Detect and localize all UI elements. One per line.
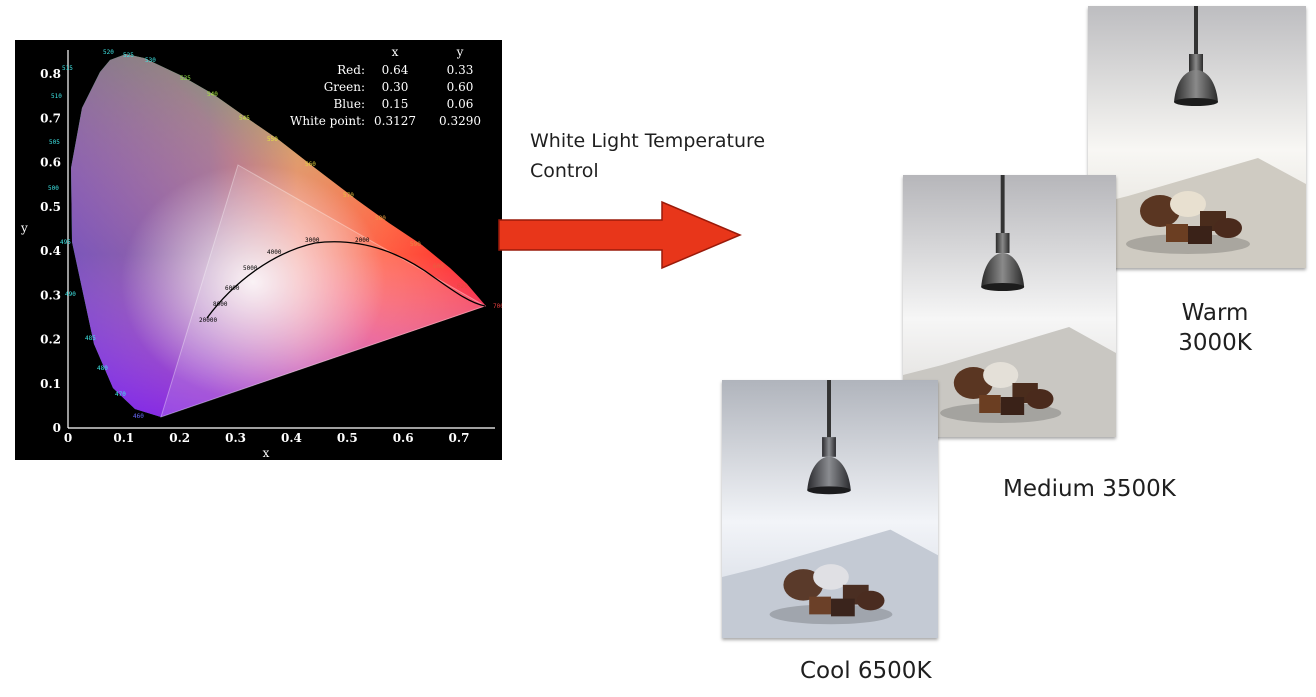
table-row-x: 0.3127 — [374, 114, 416, 128]
right-arrow-icon — [498, 200, 742, 270]
y-tick-label: 0.2 — [40, 333, 61, 347]
svg-text:535: 535 — [180, 75, 191, 82]
svg-text:515: 515 — [62, 65, 73, 72]
table-row-name: White point: — [290, 114, 365, 128]
table-row-name: Green: — [324, 80, 365, 94]
table-row-y: 0.3290 — [439, 114, 481, 128]
svg-text:545: 545 — [239, 115, 250, 122]
warm-label-line-1: Warm — [1181, 300, 1249, 326]
svg-text:8000: 8000 — [213, 301, 228, 308]
svg-text:550: 550 — [267, 136, 278, 143]
svg-text:2000: 2000 — [355, 237, 370, 244]
table-row-x: 0.64 — [382, 63, 409, 77]
svg-text:495: 495 — [60, 239, 71, 246]
table-row-y: 0.33 — [447, 63, 474, 77]
x-axis-label: x — [263, 446, 270, 460]
svg-text:490: 490 — [65, 291, 76, 298]
x-tick-label: 0.2 — [169, 431, 190, 445]
svg-text:700: 700 — [493, 303, 502, 310]
arrow-shape — [498, 200, 742, 270]
photo-medium-3500k — [903, 175, 1116, 437]
table-row-y: 0.06 — [447, 97, 474, 111]
svg-text:470: 470 — [115, 391, 126, 398]
svg-text:480: 480 — [97, 365, 108, 372]
y-tick-label: 0.4 — [40, 244, 61, 258]
planckian-locus — [206, 241, 486, 319]
y-tick-label: 0 — [53, 421, 61, 435]
svg-text:510: 510 — [51, 93, 62, 100]
svg-text:525: 525 — [123, 52, 134, 59]
svg-text:580: 580 — [375, 215, 386, 222]
svg-text:530: 530 — [145, 57, 156, 64]
chocolates — [940, 362, 1062, 423]
table-row-x: 0.30 — [382, 80, 409, 94]
medium-label: Medium 3500K — [1003, 476, 1176, 502]
svg-text:590: 590 — [410, 241, 421, 248]
table-row-x: 0.15 — [382, 97, 409, 111]
table-row-y: 0.60 — [447, 80, 474, 94]
y-tick-label: 0.8 — [40, 67, 61, 81]
cie-chromaticity-diagram: 520 525 530 535 540 545 550 560 570 580 590 60… — [15, 40, 502, 460]
table-row-name: Red: — [337, 63, 365, 77]
y-tick-label: 0.7 — [40, 111, 61, 125]
y-tick-label: 0.3 — [40, 288, 61, 302]
y-axis-ticks: 0 0.1 0.2 0.3 0.4 0.5 0.6 0.7 0.8 — [40, 67, 61, 435]
svg-text:570: 570 — [343, 192, 354, 199]
x-axis-ticks: 0 0.1 0.2 0.3 0.4 0.5 0.6 0.7 — [64, 431, 470, 445]
svg-text:520: 520 — [103, 49, 114, 56]
caption-line-1: White Light Temperature — [530, 130, 766, 152]
photo-cool-6500k — [722, 380, 938, 638]
chocolates — [769, 564, 893, 625]
cool-label: Cool 6500K — [800, 658, 932, 684]
svg-text:485: 485 — [85, 335, 96, 342]
svg-text:3000: 3000 — [305, 237, 320, 244]
table-row-name: Blue: — [333, 97, 365, 111]
primaries-table: x y Red: 0.64 0.33 Green: 0.30 0.60 Blue… — [290, 45, 481, 128]
srgb-triangle — [160, 164, 487, 418]
table-header-x: x — [392, 45, 399, 59]
x-tick-label: 0 — [64, 431, 72, 445]
svg-text:620: 620 — [457, 283, 468, 290]
warm-label-line-2: 3000K — [1178, 330, 1252, 356]
y-tick-label: 0.6 — [40, 156, 61, 170]
svg-text:6000: 6000 — [225, 285, 240, 292]
y-axis-label: y — [20, 221, 28, 235]
svg-text:600: 600 — [433, 263, 444, 270]
y-tick-label: 0.1 — [40, 377, 61, 391]
svg-text:560: 560 — [305, 161, 316, 168]
x-tick-label: 0.1 — [113, 431, 134, 445]
x-tick-label: 0.7 — [449, 431, 470, 445]
svg-text:500: 500 — [48, 185, 59, 192]
x-tick-label: 0.4 — [281, 431, 302, 445]
y-tick-label: 0.5 — [40, 200, 61, 214]
locus-temperature-labels: 3000 2000 4000 5000 6000 8000 20000 — [199, 237, 370, 324]
table-header-y: y — [456, 45, 464, 59]
wavelength-labels: 520 525 530 535 540 545 550 560 570 580 590 60… — [48, 49, 502, 420]
caption-line-2: Control — [530, 160, 599, 182]
photo-warm-3000k — [1088, 6, 1306, 268]
chocolates — [1126, 191, 1250, 254]
white-light-temperature-caption: White Light Temperature Control — [530, 126, 765, 186]
warm-label: Warm 3000K — [1160, 298, 1270, 358]
svg-text:20000: 20000 — [199, 317, 217, 324]
x-tick-label: 0.3 — [225, 431, 246, 445]
x-tick-label: 0.6 — [393, 431, 414, 445]
svg-text:5000: 5000 — [243, 265, 258, 272]
x-tick-label: 0.5 — [337, 431, 358, 445]
svg-text:460: 460 — [133, 413, 144, 420]
svg-text:505: 505 — [49, 139, 60, 146]
svg-text:4000: 4000 — [267, 249, 282, 256]
svg-text:540: 540 — [207, 91, 218, 98]
